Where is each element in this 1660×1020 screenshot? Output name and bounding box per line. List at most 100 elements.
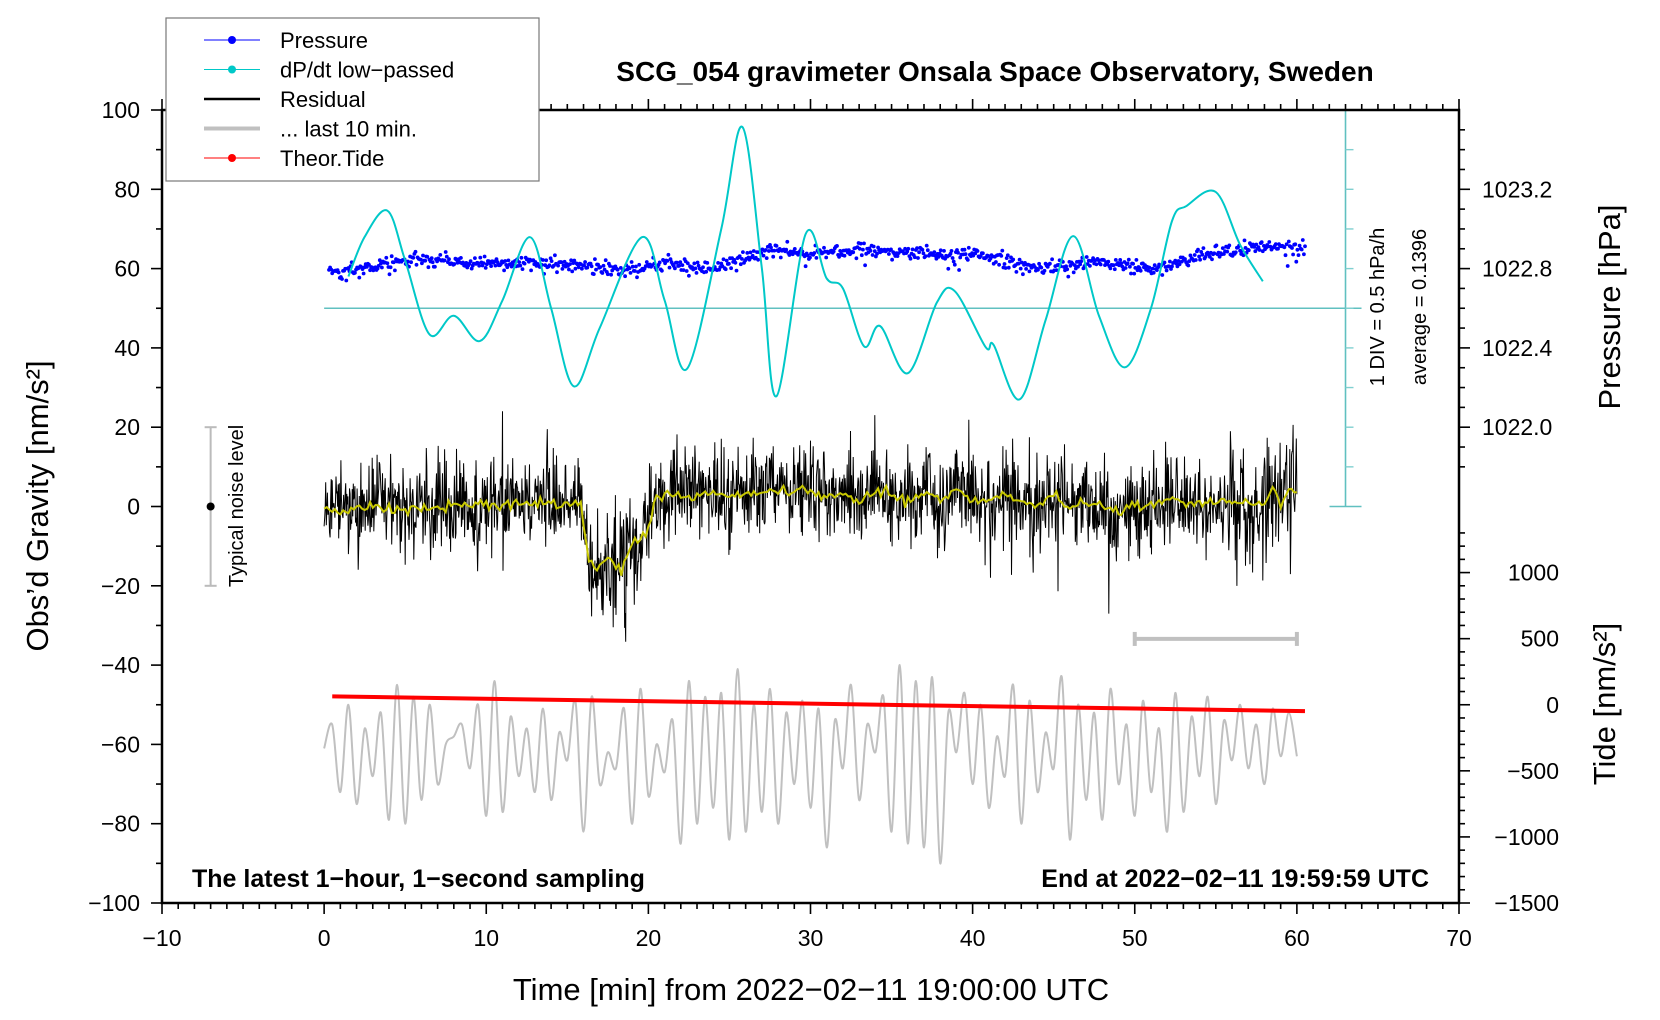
pressure-point bbox=[559, 260, 564, 265]
pressure-point bbox=[1131, 261, 1135, 266]
pressure-point bbox=[1138, 268, 1143, 273]
pressure-point bbox=[573, 266, 578, 271]
pressure-point bbox=[576, 265, 581, 270]
pressure-point bbox=[986, 254, 991, 258]
pressure-point bbox=[582, 263, 586, 268]
tide-tick-label: −1000 bbox=[1494, 824, 1559, 850]
pressure-point bbox=[459, 256, 463, 260]
pressure-point bbox=[1039, 265, 1044, 270]
pressure-point bbox=[1088, 264, 1092, 268]
pressure-point bbox=[518, 263, 523, 268]
pressure-point bbox=[915, 246, 919, 251]
pressure-point bbox=[589, 264, 594, 269]
legend-item: Theor.Tide bbox=[204, 146, 384, 171]
pressure-point bbox=[792, 247, 797, 251]
pressure-point bbox=[1151, 270, 1156, 275]
pressure-point bbox=[729, 266, 733, 271]
pressure-point bbox=[835, 244, 839, 248]
pressure-point bbox=[572, 258, 577, 263]
pressure-point bbox=[660, 268, 664, 273]
pressure-point bbox=[1132, 271, 1137, 276]
pressure-point bbox=[949, 249, 954, 253]
pressure-point bbox=[920, 247, 925, 252]
pressure-point bbox=[1200, 252, 1205, 257]
x-axis-label: Time [min] from 2022−02−11 19:00:00 UTC bbox=[513, 972, 1109, 1007]
pressure-point bbox=[1294, 259, 1299, 264]
pressure-point bbox=[951, 259, 956, 264]
pressure-point bbox=[430, 260, 435, 265]
pressure-point bbox=[1198, 257, 1202, 262]
pressure-point bbox=[1016, 261, 1021, 266]
pressure-point bbox=[685, 261, 690, 266]
pressure-point bbox=[1036, 267, 1040, 272]
pressure-point bbox=[1283, 253, 1288, 258]
pressure-point bbox=[1296, 253, 1301, 257]
pressure-point bbox=[740, 257, 744, 261]
pressure-point bbox=[353, 271, 357, 275]
pressure-point bbox=[1006, 265, 1011, 270]
pressure-point bbox=[623, 274, 627, 279]
pressure-point bbox=[774, 244, 779, 248]
pressure-point bbox=[468, 259, 473, 264]
legend-label: ... last 10 min. bbox=[280, 117, 417, 142]
pressure-point bbox=[1066, 274, 1071, 279]
legend-item: Pressure bbox=[204, 28, 368, 53]
pressure-point bbox=[627, 266, 632, 271]
tide-tick-label: 0 bbox=[1546, 692, 1559, 718]
pressure-point bbox=[1152, 263, 1157, 268]
pressure-point bbox=[1120, 264, 1125, 269]
pressure-point bbox=[994, 260, 998, 264]
pressure-point bbox=[1197, 254, 1201, 259]
pressure-point bbox=[673, 266, 677, 271]
pressure-point bbox=[1203, 255, 1208, 259]
pressure-point bbox=[1303, 244, 1307, 249]
pressure-point bbox=[1293, 242, 1298, 247]
y-axis-label-pressure: Pressure [hPa] bbox=[1592, 204, 1627, 409]
pressure-point bbox=[1054, 268, 1059, 272]
pressure-point bbox=[605, 272, 610, 277]
pressure-point bbox=[600, 271, 605, 275]
pressure-point bbox=[763, 248, 768, 252]
residual-series bbox=[323, 411, 1298, 642]
pressure-point bbox=[377, 258, 382, 263]
pressure-point bbox=[409, 260, 413, 265]
pressure-point bbox=[444, 254, 449, 259]
pressure-point bbox=[822, 245, 826, 250]
pressure-point bbox=[473, 256, 477, 260]
legend-item: dP/dt low−passed bbox=[204, 58, 454, 83]
residual-smoothed-series bbox=[323, 483, 1297, 576]
pressure-point bbox=[1299, 247, 1304, 252]
pressure-point bbox=[1166, 264, 1171, 269]
pressure-point bbox=[570, 269, 575, 274]
pressure-point bbox=[952, 262, 957, 267]
pressure-point bbox=[1017, 257, 1022, 262]
pressure-point bbox=[1220, 246, 1225, 251]
pressure-point bbox=[1072, 263, 1077, 268]
pressure-point bbox=[594, 267, 598, 272]
pressure-point bbox=[380, 265, 384, 270]
pressure-point bbox=[917, 250, 921, 255]
pressure-point bbox=[421, 253, 425, 258]
pressure-point bbox=[903, 246, 907, 251]
pressure-point bbox=[910, 247, 915, 252]
pressure-point bbox=[784, 247, 789, 252]
pressure-point bbox=[419, 257, 423, 262]
pressure-point bbox=[426, 265, 431, 270]
pressure-point bbox=[1106, 259, 1111, 264]
pressure-point bbox=[560, 267, 565, 271]
legend-label: Theor.Tide bbox=[280, 146, 384, 171]
pressure-point bbox=[857, 246, 862, 251]
pressure-point bbox=[1225, 249, 1230, 254]
pressure-point bbox=[847, 248, 851, 253]
pressure-point bbox=[442, 258, 447, 263]
footer-end-time: End at 2022−02−11 19:59:59 UTC bbox=[1041, 865, 1429, 893]
pressure-point bbox=[541, 258, 545, 262]
pressure-point bbox=[923, 254, 928, 258]
y-tick-label: 20 bbox=[114, 414, 140, 440]
pressure-point bbox=[385, 261, 390, 266]
pressure-point bbox=[665, 259, 670, 263]
pressure-point bbox=[567, 267, 571, 272]
legend: Pressure dP/dt low−passed Residual ... last… bbox=[165, 17, 540, 182]
pressure-point bbox=[598, 265, 603, 269]
pressure-point bbox=[1186, 263, 1191, 268]
